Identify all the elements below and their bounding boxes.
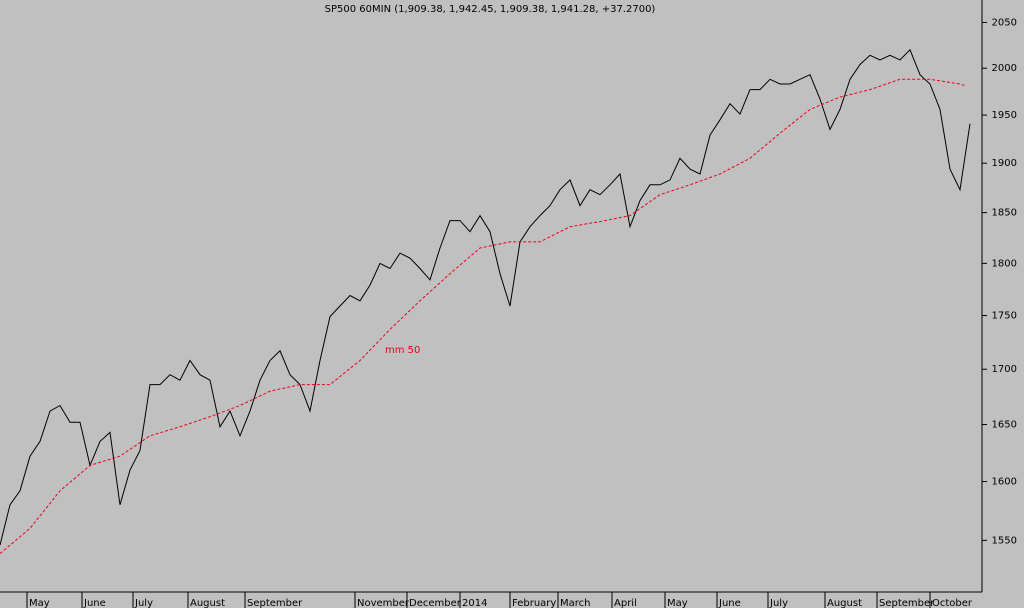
y-tick-label: 1750 (992, 311, 1017, 322)
y-tick-label: 1600 (992, 477, 1017, 488)
y-tick-label: 1950 (992, 110, 1017, 121)
x-tick-label: September (247, 598, 303, 608)
x-tick-label: May (667, 598, 688, 608)
y-tick-label: 1800 (992, 258, 1017, 269)
series-line (0, 48, 971, 546)
chart-title: SP500 60MIN (1,909.38, 1,942.45, 1,909.3… (325, 4, 656, 15)
series-line (0, 78, 967, 554)
x-tick-label: December (409, 598, 462, 608)
x-tick-label: April (614, 598, 637, 608)
y-tick-label: 1700 (992, 364, 1017, 375)
x-tick-label: August (827, 598, 862, 608)
annotation: mm 50 (385, 345, 420, 356)
x-tick-label: October (932, 598, 973, 608)
y-tick-label: 1900 (992, 158, 1017, 169)
x-tick-label: July (769, 598, 788, 608)
x-tick-label: June (718, 598, 741, 608)
x-tick-label: June (83, 598, 106, 608)
x-tick-label: November (357, 598, 410, 608)
x-tick-label: March (560, 598, 590, 608)
y-tick-label: 2050 (992, 17, 1017, 28)
x-tick-label: August (190, 598, 225, 608)
y-tick-label: 2000 (992, 63, 1017, 74)
x-tick-label: 2014 (462, 598, 487, 608)
x-tick-label: September (879, 598, 935, 608)
x-tick-label: February (512, 598, 556, 608)
y-tick-label: 1550 (992, 535, 1017, 546)
x-tick-label: May (29, 598, 50, 608)
x-tick-label: July (134, 598, 153, 608)
y-tick-label: 1850 (992, 208, 1017, 219)
y-tick-label: 1650 (992, 420, 1017, 431)
